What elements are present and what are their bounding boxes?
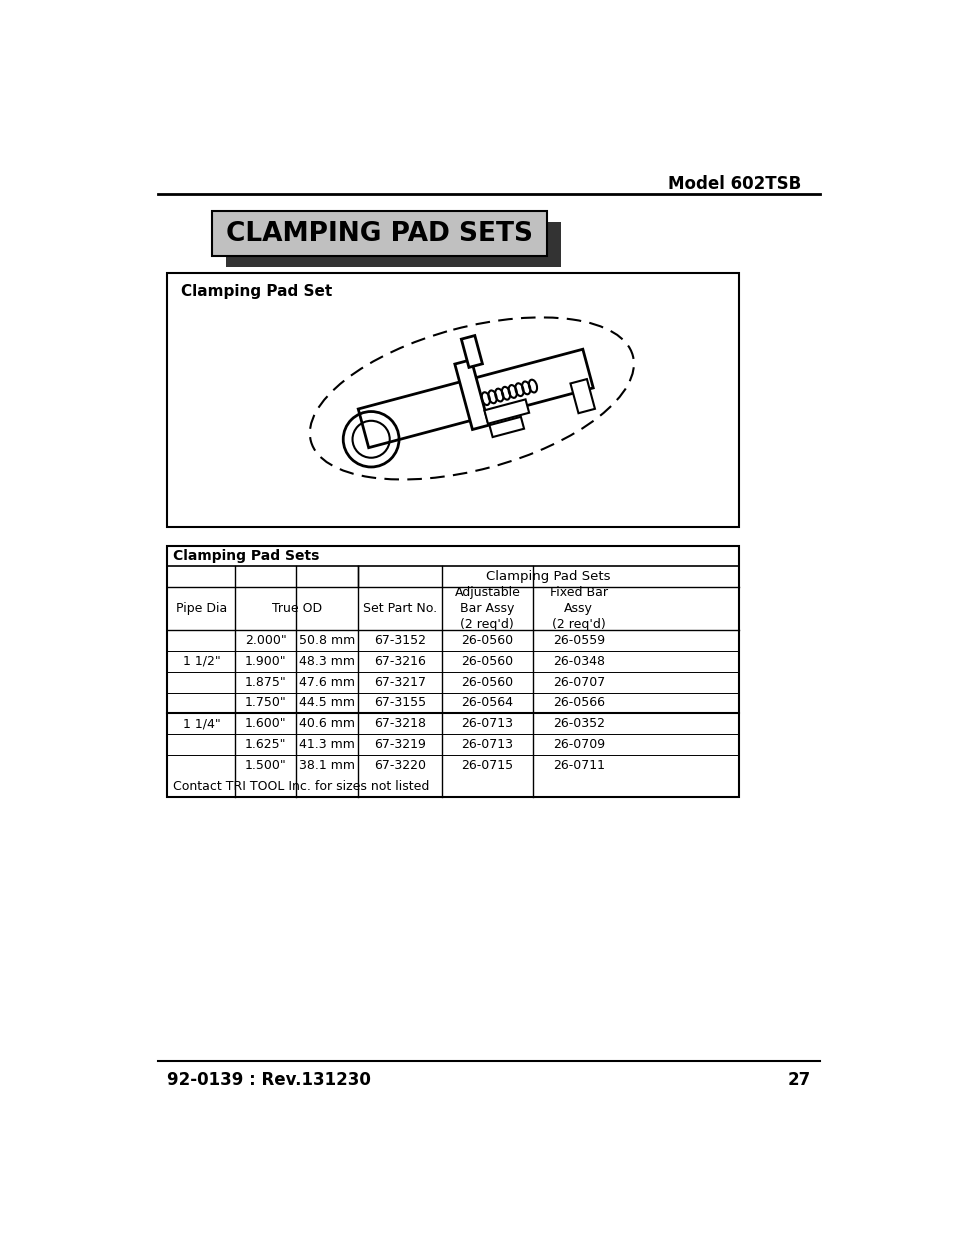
Text: 67-3219: 67-3219 — [374, 739, 425, 751]
Text: Model 602TSB: Model 602TSB — [667, 175, 801, 194]
Text: 48.3 mm: 48.3 mm — [298, 655, 355, 668]
Text: 26-0559: 26-0559 — [552, 634, 604, 647]
Polygon shape — [570, 379, 595, 414]
Text: 26-0560: 26-0560 — [461, 655, 513, 668]
Text: Pipe Dia: Pipe Dia — [175, 603, 227, 615]
Text: Adjustable
Bar Assy
(2 req'd): Adjustable Bar Assy (2 req'd) — [454, 587, 519, 631]
Text: CLAMPING PAD SETS: CLAMPING PAD SETS — [226, 221, 533, 247]
Text: 26-0707: 26-0707 — [552, 676, 604, 689]
Text: Contact TRI TOOL Inc. for sizes not listed: Contact TRI TOOL Inc. for sizes not list… — [173, 779, 430, 793]
Text: 1.875": 1.875" — [245, 676, 286, 689]
Text: 67-3155: 67-3155 — [374, 697, 425, 709]
Text: 26-0560: 26-0560 — [461, 676, 513, 689]
Text: 38.1 mm: 38.1 mm — [298, 758, 355, 772]
Text: 27: 27 — [786, 1071, 810, 1089]
Text: Clamping Pad Set: Clamping Pad Set — [181, 284, 333, 299]
Text: Set Part No.: Set Part No. — [362, 603, 436, 615]
Bar — [212, 211, 546, 256]
Text: 92-0139 : Rev.131230: 92-0139 : Rev.131230 — [167, 1071, 371, 1089]
Text: 44.5 mm: 44.5 mm — [298, 697, 355, 709]
Text: Clamping Pad Sets: Clamping Pad Sets — [486, 571, 610, 583]
Bar — [167, 273, 739, 527]
Text: 26-0564: 26-0564 — [461, 697, 513, 709]
Text: 26-0709: 26-0709 — [552, 739, 604, 751]
Text: True OD: True OD — [272, 603, 321, 615]
Text: Fixed Bar
Assy
(2 req'd): Fixed Bar Assy (2 req'd) — [549, 587, 607, 631]
Polygon shape — [489, 416, 523, 437]
Polygon shape — [484, 399, 529, 424]
Polygon shape — [455, 359, 489, 430]
Text: 1.625": 1.625" — [245, 739, 286, 751]
Text: 26-0713: 26-0713 — [461, 718, 513, 730]
Bar — [167, 546, 739, 797]
Polygon shape — [461, 336, 482, 367]
Text: 47.6 mm: 47.6 mm — [298, 676, 355, 689]
Text: 1.500": 1.500" — [245, 758, 286, 772]
Text: 50.8 mm: 50.8 mm — [298, 634, 355, 647]
Text: 1.900": 1.900" — [245, 655, 286, 668]
Text: 67-3216: 67-3216 — [374, 655, 425, 668]
Text: 67-3220: 67-3220 — [374, 758, 425, 772]
Text: 41.3 mm: 41.3 mm — [298, 739, 355, 751]
Bar — [226, 222, 560, 267]
Text: 67-3217: 67-3217 — [374, 676, 425, 689]
Text: 40.6 mm: 40.6 mm — [298, 718, 355, 730]
Text: 1.750": 1.750" — [245, 697, 286, 709]
Text: 67-3152: 67-3152 — [374, 634, 425, 647]
Text: 26-0560: 26-0560 — [461, 634, 513, 647]
Polygon shape — [358, 350, 593, 447]
Text: 26-0348: 26-0348 — [552, 655, 604, 668]
Text: 1 1/4": 1 1/4" — [182, 718, 220, 730]
Text: 26-0566: 26-0566 — [552, 697, 604, 709]
Text: 1 1/2": 1 1/2" — [182, 655, 220, 668]
Text: 26-0713: 26-0713 — [461, 739, 513, 751]
Text: 67-3218: 67-3218 — [374, 718, 425, 730]
Text: 1.600": 1.600" — [245, 718, 286, 730]
Text: 2.000": 2.000" — [245, 634, 286, 647]
Text: Clamping Pad Sets: Clamping Pad Sets — [173, 548, 319, 563]
Text: 26-0715: 26-0715 — [461, 758, 513, 772]
Text: 26-0352: 26-0352 — [552, 718, 604, 730]
Text: 26-0711: 26-0711 — [552, 758, 604, 772]
